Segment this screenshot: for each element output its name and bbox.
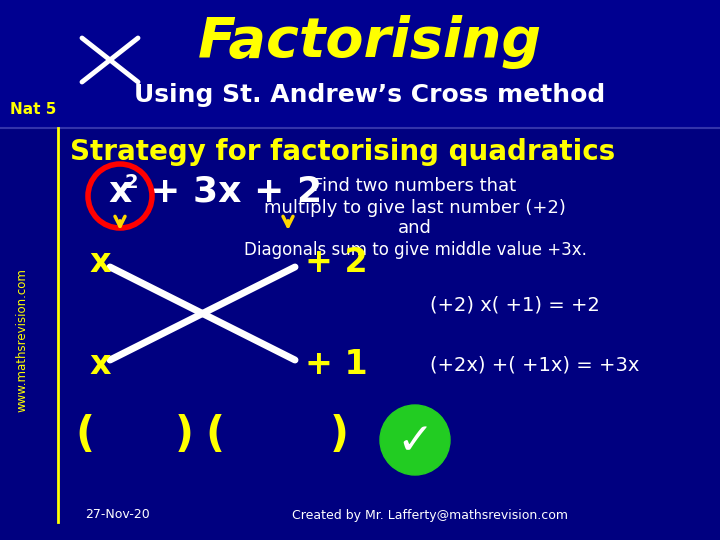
Text: and: and	[398, 219, 432, 237]
Text: ): )	[175, 414, 194, 456]
Text: Created by Mr. Lafferty@mathsrevision.com: Created by Mr. Lafferty@mathsrevision.co…	[292, 509, 568, 522]
Text: + 3x + 2: + 3x + 2	[150, 175, 322, 209]
Text: ✓: ✓	[397, 421, 433, 463]
Text: 2: 2	[124, 172, 138, 192]
Text: Diagonals sum to give middle value +3x.: Diagonals sum to give middle value +3x.	[243, 241, 586, 259]
Text: Strategy for factorising quadratics: Strategy for factorising quadratics	[70, 138, 616, 166]
Text: (: (	[75, 414, 94, 456]
Text: multiply to give last number (+2): multiply to give last number (+2)	[264, 199, 566, 217]
Text: Using St. Andrew’s Cross method: Using St. Andrew’s Cross method	[135, 83, 606, 107]
Text: Nat 5: Nat 5	[10, 103, 56, 118]
Text: www.mathsrevision.com: www.mathsrevision.com	[16, 268, 29, 412]
Text: Factorising: Factorising	[198, 15, 542, 69]
Text: Find two numbers that: Find two numbers that	[313, 177, 516, 195]
Text: ): )	[330, 414, 349, 456]
Text: (+2x) +( +1x) = +3x: (+2x) +( +1x) = +3x	[430, 355, 639, 375]
Text: x: x	[90, 348, 112, 381]
Text: + 1: + 1	[305, 348, 368, 381]
Text: 27-Nov-20: 27-Nov-20	[85, 509, 150, 522]
Circle shape	[380, 405, 450, 475]
Text: (: (	[205, 414, 224, 456]
Text: (+2) x( +1) = +2: (+2) x( +1) = +2	[430, 295, 600, 314]
FancyBboxPatch shape	[0, 0, 720, 128]
Text: x: x	[108, 175, 131, 209]
Text: + 2: + 2	[305, 246, 368, 279]
Text: x: x	[90, 246, 112, 279]
